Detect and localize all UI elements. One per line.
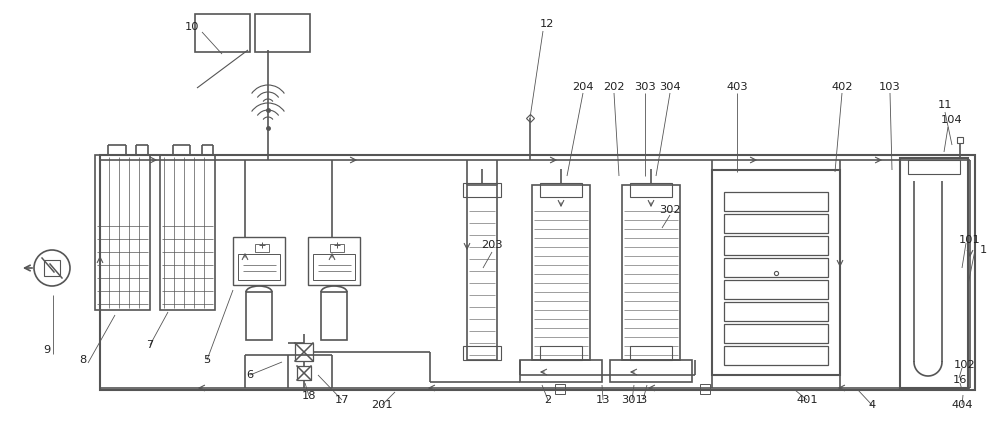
Bar <box>297 366 311 380</box>
Text: 6: 6 <box>246 370 254 380</box>
Text: 401: 401 <box>796 395 818 405</box>
Bar <box>308 237 360 285</box>
Bar <box>100 155 975 390</box>
Text: 203: 203 <box>481 240 503 250</box>
Text: 12: 12 <box>540 19 554 29</box>
Bar <box>724 280 828 299</box>
Bar <box>321 292 347 340</box>
Bar <box>724 302 828 321</box>
Text: 103: 103 <box>879 82 901 92</box>
Text: 1: 1 <box>979 245 987 255</box>
Bar <box>233 237 285 285</box>
Text: 204: 204 <box>572 82 594 92</box>
Bar <box>238 254 280 280</box>
Bar <box>724 346 828 365</box>
Bar <box>610 360 692 382</box>
Bar <box>160 155 215 310</box>
Bar <box>295 343 313 361</box>
Text: 17: 17 <box>335 395 349 405</box>
Text: 8: 8 <box>79 355 87 365</box>
Text: 404: 404 <box>951 400 973 410</box>
Bar <box>532 185 590 360</box>
Text: 3: 3 <box>639 395 647 405</box>
Bar <box>246 292 272 340</box>
Text: 201: 201 <box>371 400 393 410</box>
Bar <box>724 258 828 277</box>
Text: 5: 5 <box>203 355 211 365</box>
Bar <box>908 160 960 174</box>
Bar <box>255 244 269 252</box>
Bar <box>520 360 602 382</box>
Text: 101: 101 <box>959 235 981 245</box>
Bar <box>463 346 501 360</box>
Text: 304: 304 <box>659 82 681 92</box>
Bar <box>724 236 828 255</box>
Bar <box>313 254 355 280</box>
Bar <box>195 14 250 52</box>
Text: 102: 102 <box>954 360 976 370</box>
Text: 7: 7 <box>146 340 154 350</box>
Bar <box>712 170 840 375</box>
Bar <box>630 183 672 197</box>
Bar <box>724 324 828 343</box>
Text: 9: 9 <box>43 345 51 355</box>
Text: 2: 2 <box>544 395 552 405</box>
Text: 10: 10 <box>185 22 199 32</box>
Bar <box>540 346 582 360</box>
Bar <box>700 384 710 394</box>
Bar <box>95 155 150 310</box>
Text: 4: 4 <box>868 400 876 410</box>
Text: 11: 11 <box>938 100 952 110</box>
Text: 18: 18 <box>302 391 316 401</box>
Text: 302: 302 <box>659 205 681 215</box>
Bar <box>540 183 582 197</box>
Text: 202: 202 <box>603 82 625 92</box>
Bar <box>467 185 497 360</box>
Bar <box>622 185 680 360</box>
Text: 301: 301 <box>621 395 643 405</box>
Bar <box>630 346 672 360</box>
Bar <box>255 14 310 52</box>
Bar <box>44 260 60 276</box>
Bar <box>555 384 565 394</box>
Bar <box>724 214 828 233</box>
Text: 104: 104 <box>941 115 963 125</box>
Text: 402: 402 <box>831 82 853 92</box>
Text: 13: 13 <box>596 395 610 405</box>
Text: 303: 303 <box>634 82 656 92</box>
Bar <box>900 158 968 388</box>
Bar <box>463 183 501 197</box>
Bar <box>330 244 344 252</box>
Bar <box>724 192 828 211</box>
Text: 403: 403 <box>726 82 748 92</box>
Text: 16: 16 <box>953 375 967 385</box>
